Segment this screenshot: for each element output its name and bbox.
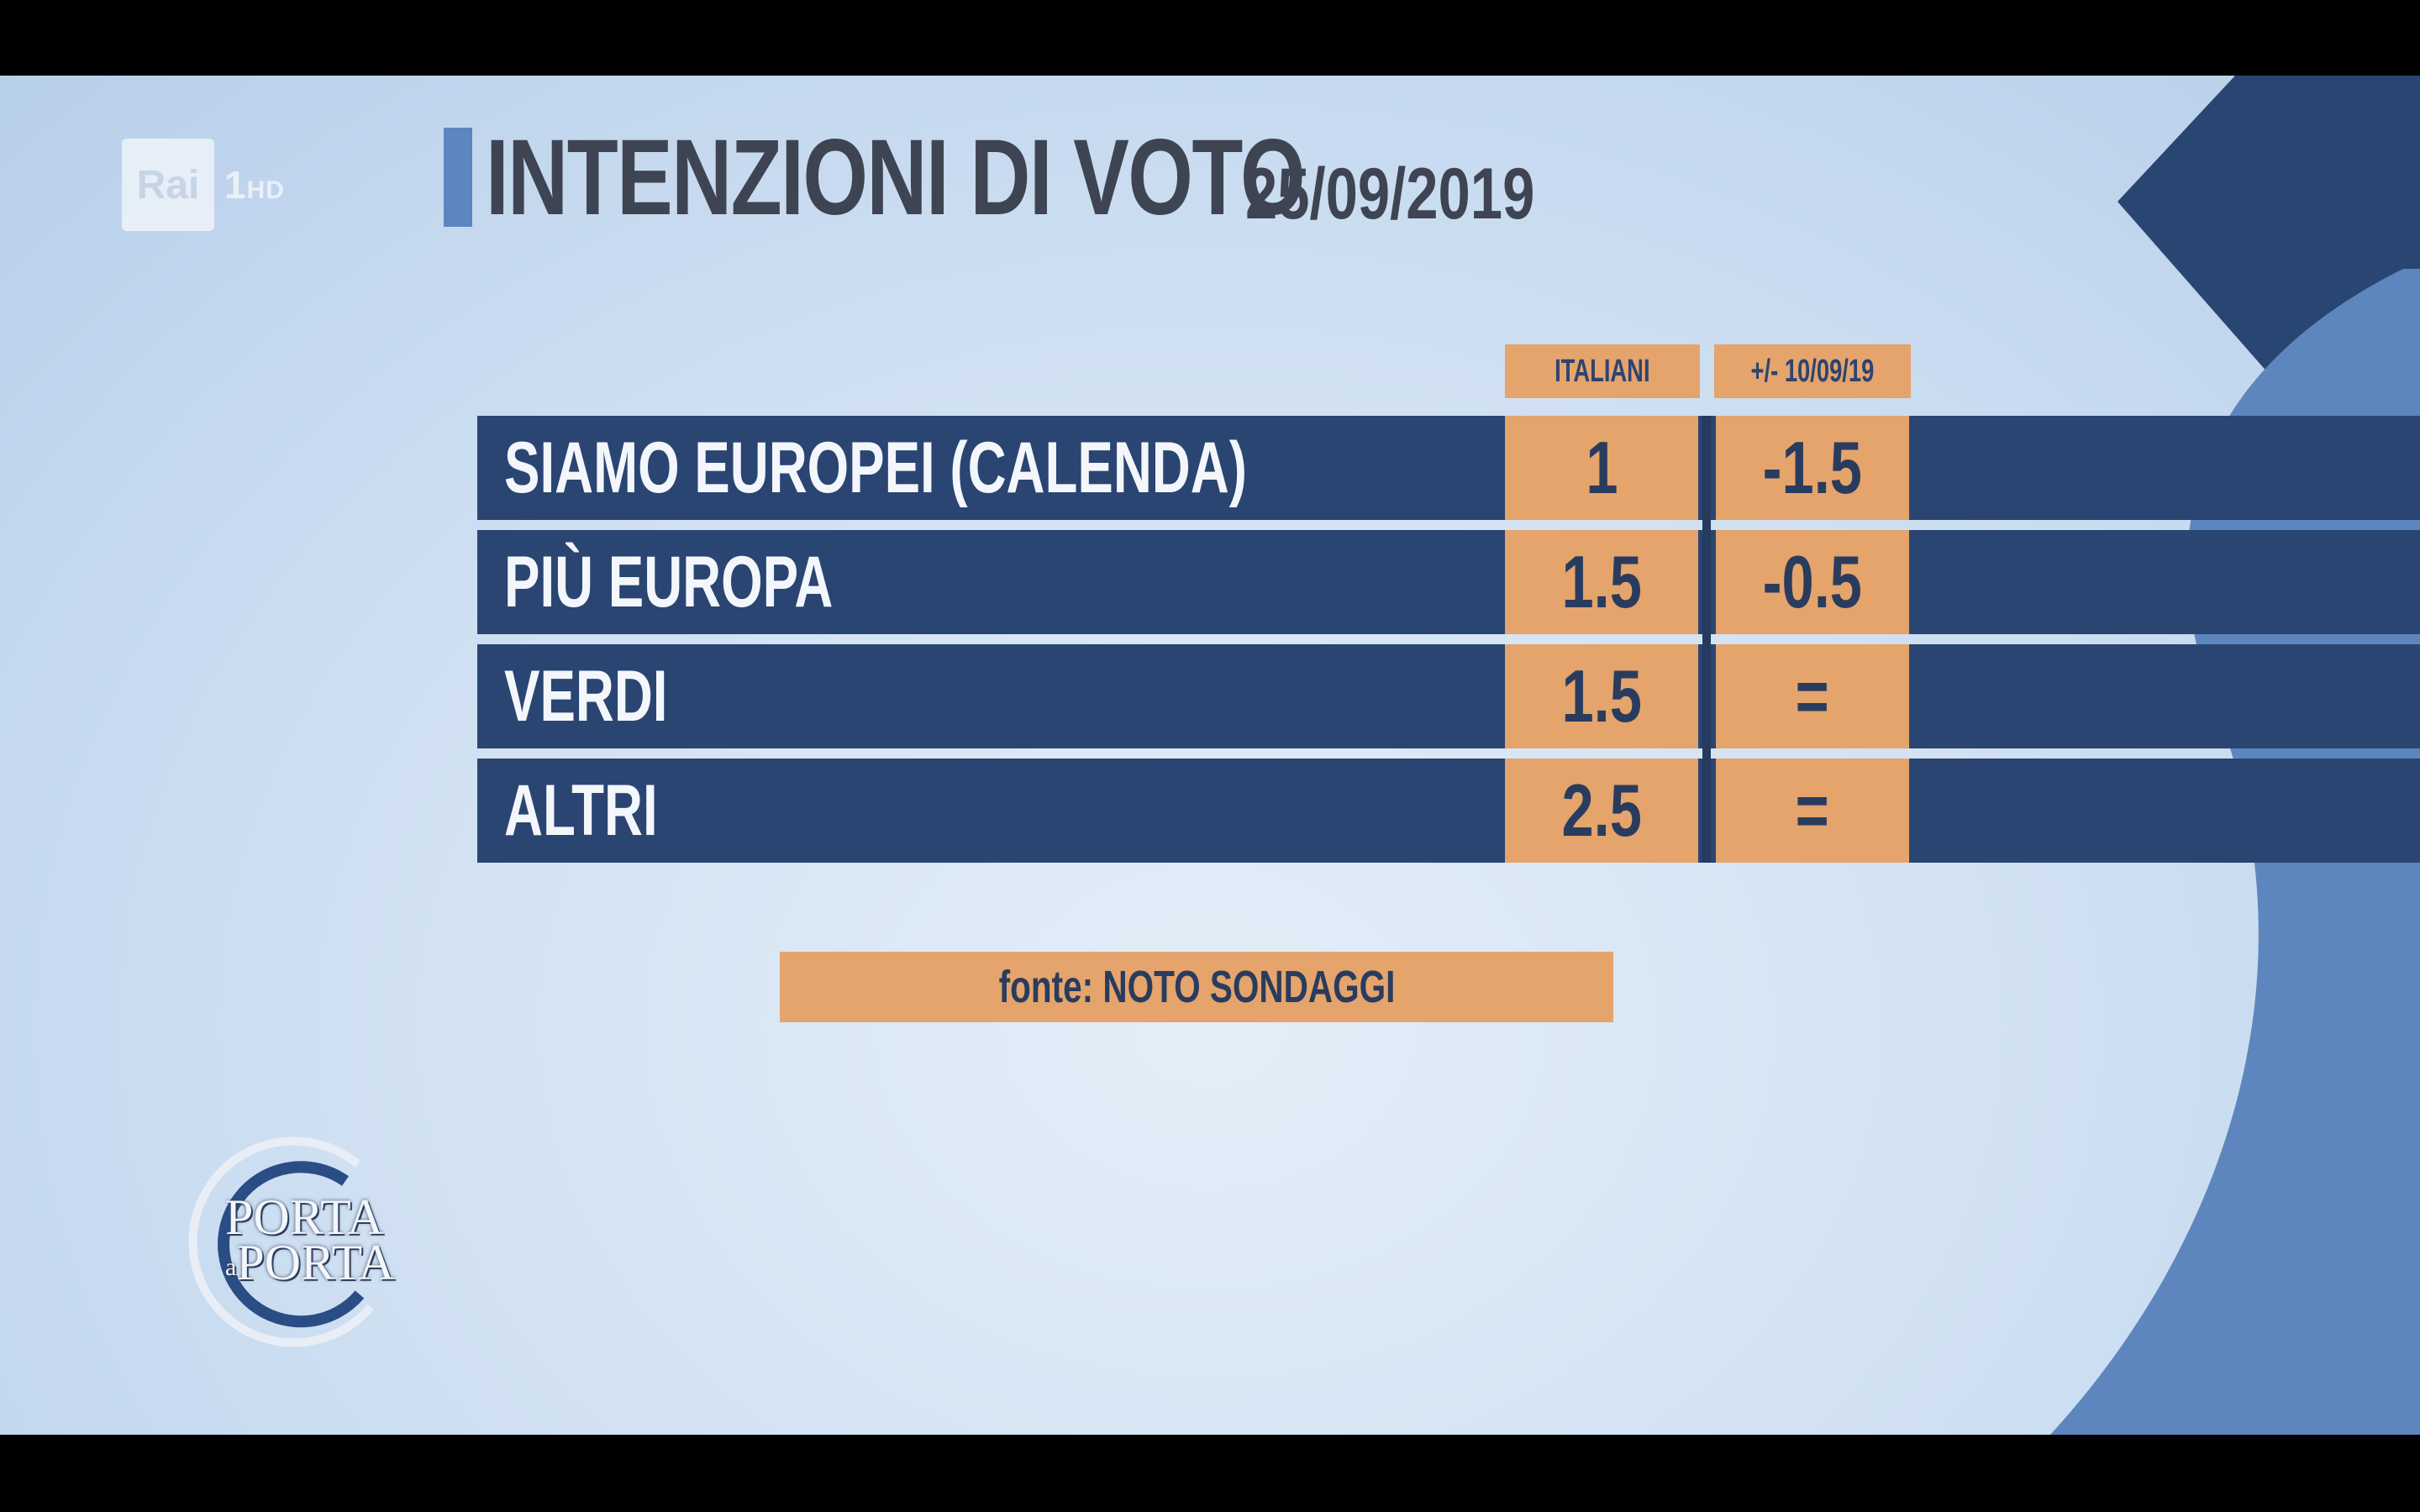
show-logo-line2: PORTA [236,1235,395,1290]
broadcast-screen: Rai 1HD INTENZIONI DI VOTO 25/09/2019 IT… [0,76,2420,1435]
channel-suffix: HD [246,176,285,204]
table-row [477,530,2420,634]
party-label: PIÙ EUROPA [504,542,834,622]
source-caption: fonte: NOTO SONDAGGI [780,952,1613,1022]
show-logo-line1: PORTA [225,1189,384,1245]
value-text: 1.5 [1561,654,1642,738]
channel-number-text: 1 [224,163,247,207]
corner-dark-shape [2118,76,2420,374]
value-text: 2.5 [1561,769,1642,852]
value-text: 1 [1585,426,1618,509]
source-text: fonte: NOTO SONDAGGI [998,962,1395,1012]
party-label: SIAMO EUROPEI (CALENDA) [504,428,1247,508]
show-logo-line2-wrap: aPORTA [225,1237,395,1290]
value-text: 1.5 [1561,540,1642,623]
value-text: -1.5 [1762,426,1863,509]
logo-ring-outer [188,1137,374,1347]
poll-date: 25/09/2019 [1245,154,1535,234]
column-header-italiani: ITALIANI [1505,344,1700,398]
table-row [477,416,2420,520]
rai-brand-mark: Rai [122,139,214,231]
italiani-value: 2.5 [1505,759,1698,863]
party-label: ALTRI [504,770,658,851]
table-row [477,759,2420,863]
italiani-value: 1.5 [1505,530,1698,634]
title-accent-bar [444,128,472,227]
rai-channel-logo: Rai 1HD [122,139,285,231]
change-value: = [1716,644,1909,748]
value-text: -0.5 [1762,540,1863,623]
logo-ring-inner [218,1161,365,1328]
column-header-change: +/- 10/09/19 [1714,344,1911,398]
italiani-value: 1.5 [1505,644,1698,748]
change-value: -0.5 [1716,530,1909,634]
column-divider [1702,416,1711,863]
page-title: INTENZIONI DI VOTO [486,118,1306,238]
table-row [477,644,2420,748]
change-value: = [1716,759,1909,863]
show-logo-connector: a [225,1253,237,1282]
value-text: = [1795,654,1830,738]
porta-a-porta-logo [188,1137,374,1347]
italiani-value: 1 [1505,416,1698,520]
party-label: VERDI [504,656,668,737]
value-text: = [1795,769,1830,852]
channel-number: 1HD [224,162,285,207]
column-header-label: ITALIANI [1555,353,1650,389]
change-value: -1.5 [1716,416,1909,520]
show-logo-text: PORTA aPORTA [225,1192,395,1290]
column-header-label: +/- 10/09/19 [1750,353,1875,389]
